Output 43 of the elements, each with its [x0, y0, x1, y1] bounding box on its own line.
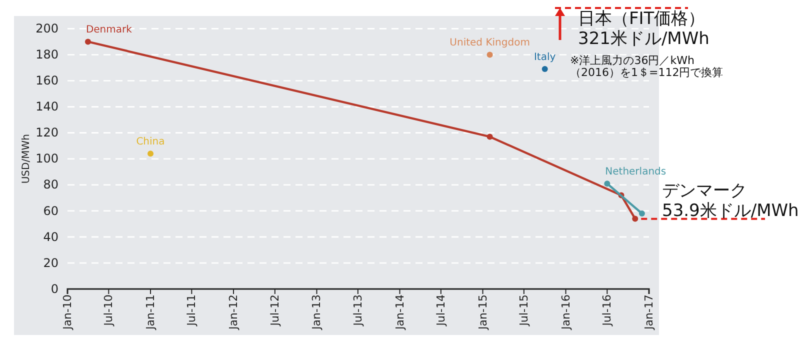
x-tick-label: Jan-13 [310, 294, 324, 330]
x-tick-label: Jul-13 [351, 294, 364, 327]
y-tick-label: 160 [36, 74, 58, 88]
series-label: Netherlands [605, 166, 666, 178]
point [486, 52, 493, 58]
y-tick-label: 40 [43, 230, 58, 244]
annotation: デンマーク 53.9米ドル/MWh [662, 180, 799, 221]
x-tick-label: Jan-16 [559, 294, 572, 330]
series-label: Italy [534, 52, 556, 64]
x-tick-label: Jan-17 [642, 294, 656, 330]
point [638, 210, 645, 217]
x-tick-label: Jan-15 [476, 294, 490, 330]
y-tick-label: 20 [43, 256, 58, 270]
point [542, 66, 548, 72]
point [604, 180, 610, 187]
point [84, 38, 91, 45]
y-tick-label: 120 [36, 126, 58, 140]
x-tick-label: Jan-10 [61, 294, 74, 330]
x-tick-label: Jul-10 [102, 294, 116, 327]
y-axis-title: USD/MWh [21, 134, 32, 184]
x-tick-label: Jul-16 [600, 294, 614, 327]
x-tick-label: Jul-11 [185, 294, 198, 327]
y-tick-label: 140 [36, 100, 58, 114]
x-tick-label: Jan-14 [393, 294, 406, 330]
y-tick-label: 0 [50, 282, 58, 296]
annotation: 日本（FIT価格） 321米ドル/MWh [578, 9, 710, 49]
x-tick-label: Jul-12 [268, 294, 282, 327]
point [148, 150, 154, 157]
series-label: United Kingdom [450, 38, 530, 49]
point [486, 134, 493, 140]
x-tick-label: Jul-14 [434, 294, 448, 327]
y-tick-label: 200 [36, 22, 58, 36]
x-tick-label: Jan-12 [227, 294, 240, 330]
y-tick-label: 80 [43, 178, 58, 192]
series-label: Denmark [86, 24, 132, 36]
annotation: ※洋上風力の36円／kWh （2016）を1＄=112円で換算 [570, 54, 724, 79]
point [632, 216, 638, 222]
series-label: China [136, 136, 165, 148]
y-tick-label: 100 [36, 152, 58, 166]
x-tick-label: Jan-11 [144, 294, 158, 330]
y-tick-label: 60 [43, 204, 58, 218]
x-tick-label: Jul-15 [517, 294, 530, 327]
y-tick-label: 180 [36, 48, 58, 62]
